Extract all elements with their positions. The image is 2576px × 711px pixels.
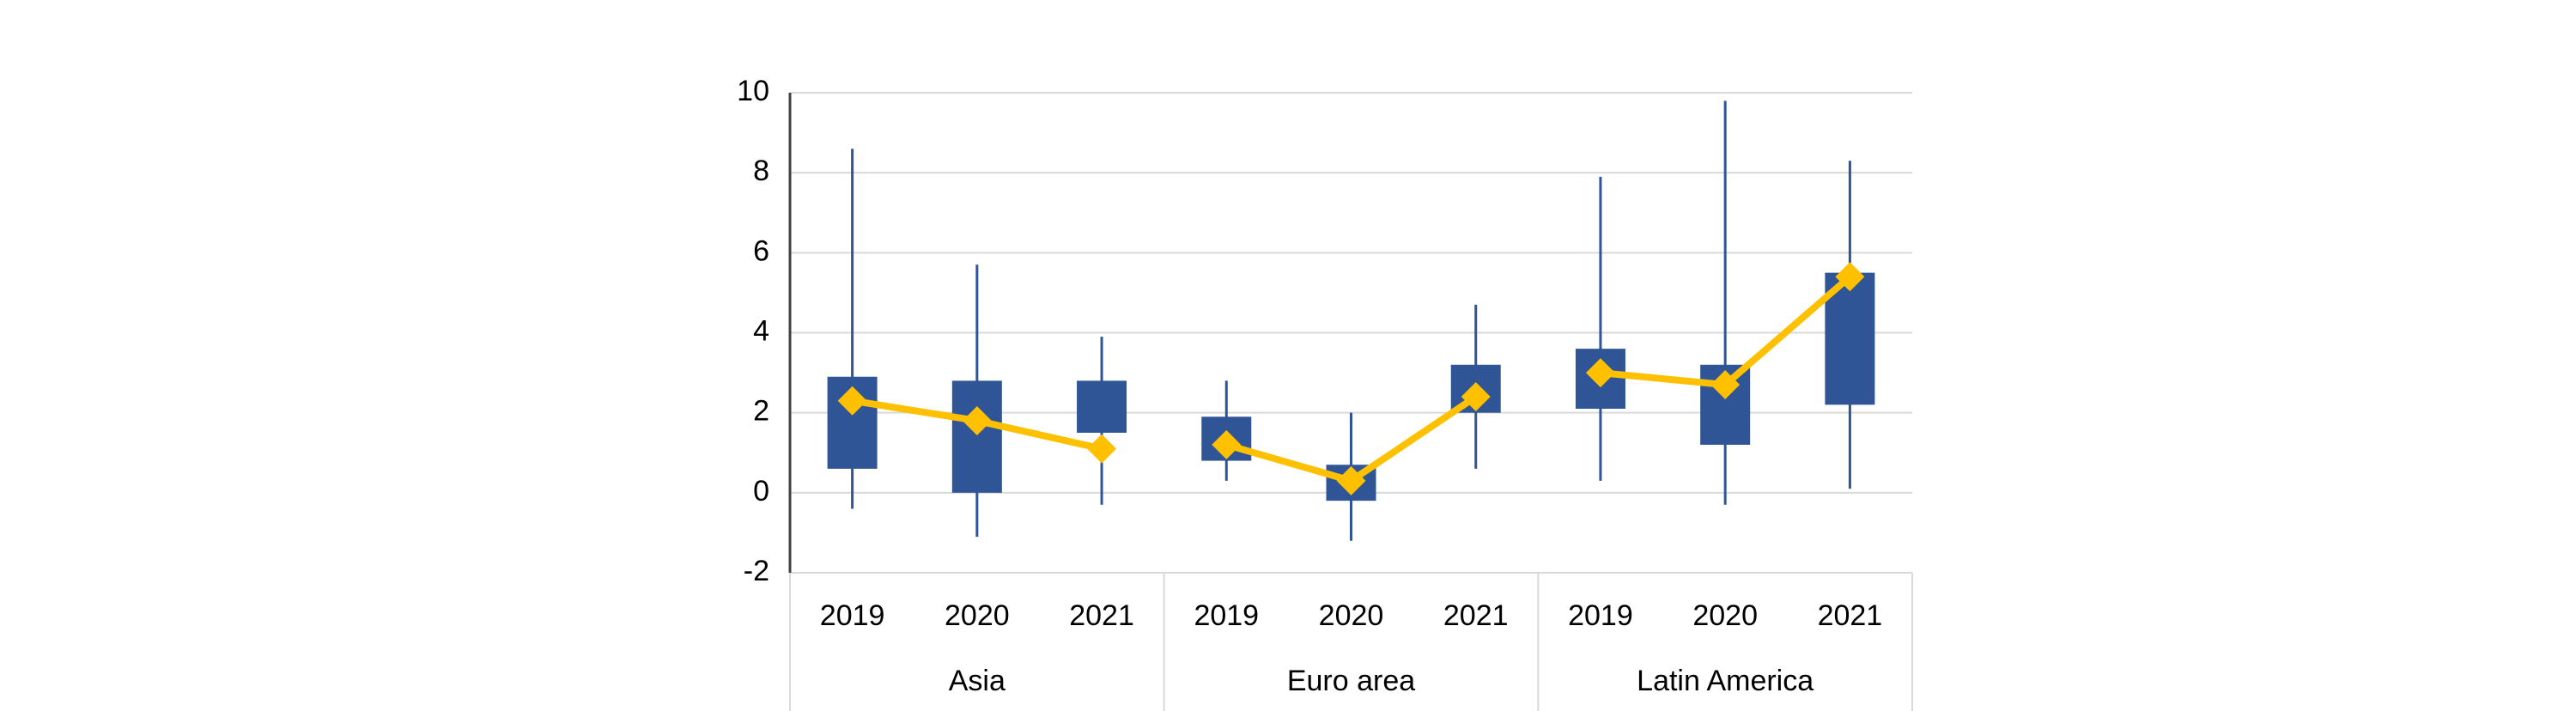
group-label: Latin America	[1637, 665, 1814, 697]
median-marker	[1461, 382, 1491, 412]
x-tick-label: 2019	[820, 599, 885, 632]
median-marker	[1212, 429, 1242, 459]
median-marker	[1087, 434, 1117, 464]
y-tick-label: -2	[744, 555, 769, 587]
median-marker	[1835, 262, 1865, 292]
x-tick-label: 2021	[1443, 599, 1509, 632]
y-tick-label: 0	[753, 475, 769, 507]
y-tick-label: 2	[753, 395, 769, 428]
median-marker	[1336, 465, 1366, 495]
group-label: Asia	[949, 665, 1005, 697]
median-marker	[962, 405, 992, 435]
x-tick-label: 2020	[1319, 599, 1384, 632]
median-marker	[1710, 370, 1741, 400]
y-tick-label: 8	[753, 155, 769, 187]
median-marker	[1585, 358, 1615, 388]
x-tick-label: 2019	[1194, 599, 1259, 632]
x-tick-label: 2019	[1568, 599, 1633, 632]
box	[951, 380, 1002, 493]
median-marker	[837, 386, 867, 416]
y-tick-label: 4	[753, 314, 769, 347]
x-tick-label: 2021	[1069, 599, 1134, 632]
y-tick-label: 10	[737, 75, 769, 107]
x-tick-label: 2020	[1692, 599, 1758, 632]
group-label: Euro area	[1287, 665, 1415, 697]
y-tick-label: 6	[753, 234, 769, 267]
x-tick-label: 2021	[1818, 599, 1883, 632]
x-tick-label: 2020	[945, 599, 1010, 632]
box	[1077, 380, 1127, 433]
